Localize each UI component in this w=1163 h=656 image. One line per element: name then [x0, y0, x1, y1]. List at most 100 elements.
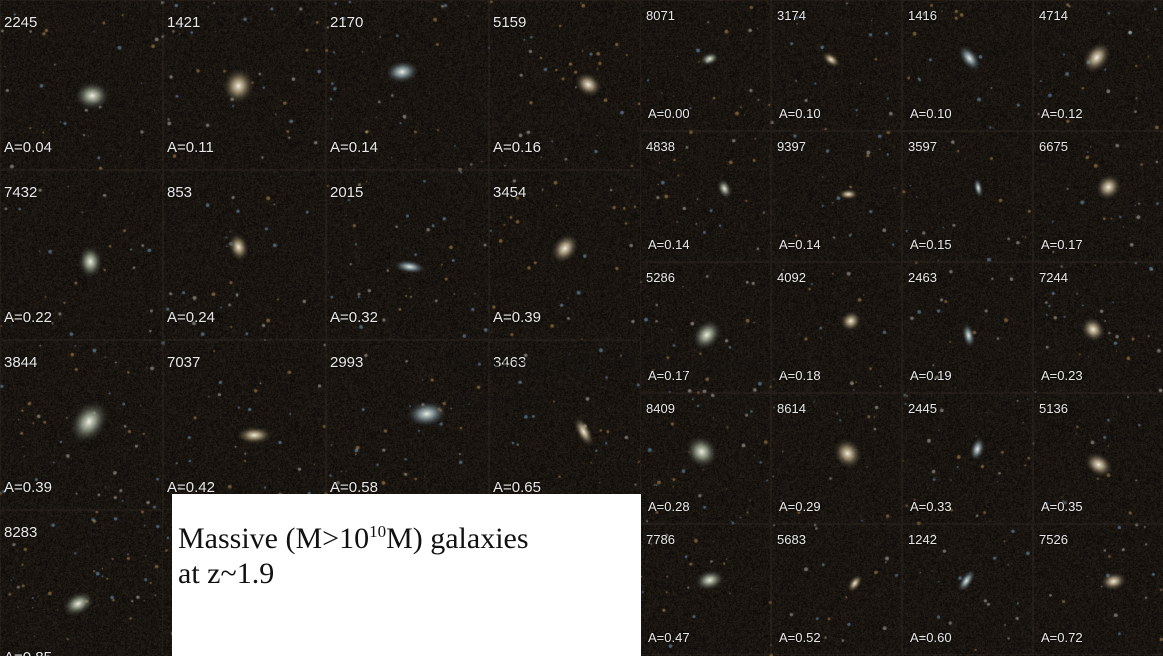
- galaxy-cell: 853 A=0.24: [163, 170, 326, 340]
- asymmetry-value-label: A=0.17: [648, 368, 690, 383]
- galaxy-id-label: 8283: [4, 524, 38, 541]
- caption-box: Massive (M>1010M) galaxies at z~1.9: [172, 494, 641, 656]
- caption-superscript: 10: [369, 522, 387, 541]
- asymmetry-value-label: A=0.58: [330, 479, 378, 496]
- asymmetry-value-label: A=0.10: [779, 106, 821, 121]
- galaxy-id-label: 5159: [493, 14, 527, 31]
- caption-prefix: Massive (M>10: [178, 522, 370, 555]
- galaxy-id-label: 2015: [330, 184, 364, 201]
- galaxy-cell: 8071 A=0.00: [640, 0, 771, 131]
- right-galaxy-mosaic: 8071 A=0.00 3174 A=0.10 1416 A=0.10 4714 A=0.12…: [640, 0, 1163, 656]
- asymmetry-value-label: A=0.24: [167, 309, 215, 326]
- caption-text: Massive (M>1010M) galaxies at z~1.9: [178, 514, 638, 591]
- galaxy-cell: 7037 A=0.42: [163, 340, 326, 510]
- asymmetry-value-label: A=0.65: [493, 479, 541, 496]
- galaxy-id-label: 4092: [777, 270, 806, 285]
- galaxy-id-label: 853: [167, 184, 193, 201]
- asymmetry-value-label: A=0.19: [910, 368, 952, 383]
- galaxy-cell: 3454 A=0.39: [489, 170, 643, 340]
- galaxy-id-label: 8071: [646, 8, 675, 23]
- galaxy-id-label: 2993: [330, 354, 364, 371]
- asymmetry-value-label: A=0.15: [910, 237, 952, 252]
- galaxy-id-label: 4714: [1039, 8, 1068, 23]
- galaxy-cell: 4092 A=0.18: [771, 262, 902, 393]
- galaxy-cell: 2463 A=0.19: [902, 262, 1033, 393]
- asymmetry-value-label: A=0.00: [648, 106, 690, 121]
- galaxy-cell: 2993 A=0.58: [326, 340, 489, 510]
- asymmetry-value-label: A=0.12: [1041, 106, 1083, 121]
- galaxy-id-label: 3454: [493, 184, 527, 201]
- galaxy-cell: 9397 A=0.14: [771, 131, 902, 262]
- asymmetry-value-label: A=0.52: [779, 630, 821, 645]
- asymmetry-value-label: A=0.39: [493, 309, 541, 326]
- galaxy-cell: 5683 A=0.52: [771, 524, 902, 655]
- galaxy-id-label: 3844: [4, 354, 38, 371]
- galaxy-id-label: 2463: [908, 270, 937, 285]
- galaxy-id-label: 1416: [908, 8, 937, 23]
- galaxy-id-label: 7786: [646, 532, 675, 547]
- asymmetry-value-label: A=0.28: [648, 499, 690, 514]
- galaxy-cell: 2245 A=0.04: [0, 0, 163, 170]
- galaxy-id-label: 7037: [167, 354, 201, 371]
- asymmetry-value-label: A=0.42: [167, 479, 215, 496]
- asymmetry-value-label: A=0.72: [1041, 630, 1083, 645]
- asymmetry-value-label: A=0.85: [4, 649, 52, 656]
- galaxy-id-label: 5286: [646, 270, 675, 285]
- galaxy-id-label: 7432: [4, 184, 38, 201]
- galaxy-cell: 2445 A=0.33: [902, 393, 1033, 524]
- asymmetry-value-label: A=0.14: [330, 139, 378, 156]
- galaxy-cell: 2015 A=0.32: [326, 170, 489, 340]
- galaxy-id-label: 5683: [777, 532, 806, 547]
- galaxy-id-label: 2245: [4, 14, 38, 31]
- galaxy-id-label: 3597: [908, 139, 937, 154]
- galaxy-cell: 3463 A=0.65: [489, 340, 643, 510]
- galaxy-cell: 3174 A=0.10: [771, 0, 902, 131]
- galaxy-id-label: 2445: [908, 401, 937, 416]
- galaxy-id-label: 7244: [1039, 270, 1068, 285]
- asymmetry-value-label: A=0.04: [4, 139, 52, 156]
- galaxy-cell: 7786 A=0.47: [640, 524, 771, 655]
- asymmetry-value-label: A=0.47: [648, 630, 690, 645]
- galaxy-cell: 7526 A=0.72: [1033, 524, 1163, 655]
- right-mosaic-image: [640, 0, 1163, 656]
- asymmetry-value-label: A=0.17: [1041, 237, 1083, 252]
- galaxy-id-label: 6675: [1039, 139, 1068, 154]
- galaxy-cell: 1416 A=0.10: [902, 0, 1033, 131]
- galaxy-cell: 8614 A=0.29: [771, 393, 902, 524]
- galaxy-cell: 4714 A=0.12: [1033, 0, 1163, 131]
- galaxy-id-label: 9397: [777, 139, 806, 154]
- galaxy-cell: 5136 A=0.35: [1033, 393, 1163, 524]
- asymmetry-value-label: A=0.10: [910, 106, 952, 121]
- asymmetry-value-label: A=0.39: [4, 479, 52, 496]
- asymmetry-value-label: A=0.16: [493, 139, 541, 156]
- galaxy-cell: 3844 A=0.39: [0, 340, 163, 510]
- galaxy-id-label: 1242: [908, 532, 937, 547]
- asymmetry-value-label: A=0.11: [167, 139, 214, 156]
- asymmetry-value-label: A=0.33: [910, 499, 952, 514]
- galaxy-cell: 7244 A=0.23: [1033, 262, 1163, 393]
- galaxy-cell: 5286 A=0.17: [640, 262, 771, 393]
- galaxy-id-label: 5136: [1039, 401, 1068, 416]
- asymmetry-value-label: A=0.18: [779, 368, 821, 383]
- galaxy-id-label: 8409: [646, 401, 675, 416]
- galaxy-cell: 2170 A=0.14: [326, 0, 489, 170]
- galaxy-id-label: 3174: [777, 8, 806, 23]
- galaxy-id-label: 7526: [1039, 532, 1068, 547]
- asymmetry-value-label: A=0.22: [4, 309, 52, 326]
- galaxy-cell: 4838 A=0.14: [640, 131, 771, 262]
- galaxy-id-label: 4838: [646, 139, 675, 154]
- galaxy-id-label: 1421: [167, 14, 201, 31]
- asymmetry-value-label: A=0.14: [779, 237, 821, 252]
- asymmetry-value-label: A=0.32: [330, 309, 378, 326]
- galaxy-id-label: 8614: [777, 401, 806, 416]
- asymmetry-value-label: A=0.29: [779, 499, 821, 514]
- caption-suffix: M) galaxies: [386, 522, 529, 555]
- asymmetry-value-label: A=0.23: [1041, 368, 1083, 383]
- left-galaxy-mosaic: 2245 A=0.04 1421 A=0.11 2170 A=0.14 5159 A=0.16…: [0, 0, 643, 656]
- asymmetry-value-label: A=0.60: [910, 630, 952, 645]
- galaxy-cell: 7432 A=0.22: [0, 170, 163, 340]
- asymmetry-value-label: A=0.35: [1041, 499, 1083, 514]
- caption-line2: at z~1.9: [178, 557, 275, 590]
- galaxy-cell: 8409 A=0.28: [640, 393, 771, 524]
- galaxy-cell: 1421 A=0.11: [163, 0, 326, 170]
